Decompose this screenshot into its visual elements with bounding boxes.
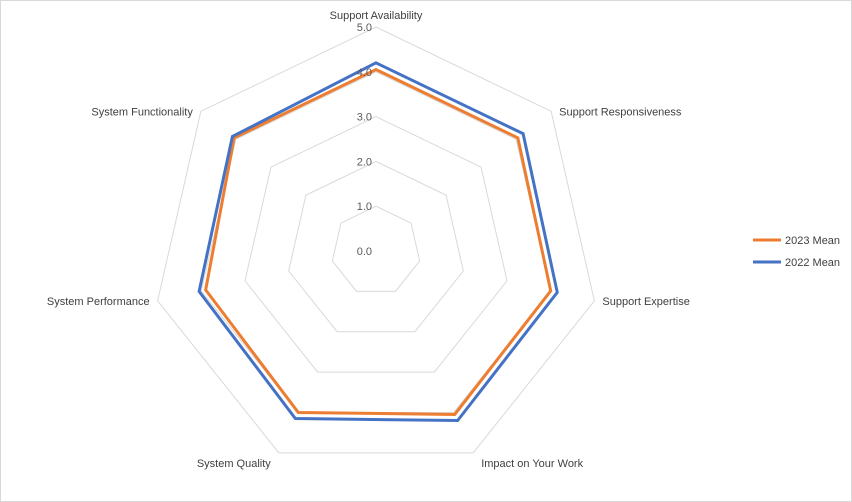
legend: 2023 Mean 2022 Mean [753, 235, 840, 269]
category-label: Support Availability [330, 10, 423, 22]
legend-label: 2022 Mean [785, 257, 840, 269]
tick-label: 4.0 [357, 67, 372, 79]
tick-label: 0.0 [357, 246, 372, 258]
series-1-line [197, 61, 559, 423]
tick-label: 5.0 [357, 22, 372, 34]
radar-grid [157, 26, 595, 454]
grid-ring [331, 205, 421, 292]
grid-ring [157, 26, 595, 454]
category-label: Support Responsiveness [559, 106, 682, 118]
legend-label: 2023 Mean [785, 235, 840, 247]
radar-labels: Support Availability Support Responsivene… [47, 10, 690, 470]
tick-label: 2.0 [357, 156, 372, 168]
category-label: Support Expertise [602, 296, 689, 308]
radar-ticks: 0.0 1.0 2.0 3.0 4.0 5.0 [357, 22, 372, 258]
category-label: Impact on Your Work [481, 458, 583, 470]
category-label: System Performance [47, 296, 150, 308]
tick-label: 3.0 [357, 112, 372, 124]
tick-label: 1.0 [357, 201, 372, 213]
grid-ring [288, 160, 464, 333]
radar-series [197, 61, 559, 423]
category-label: System Functionality [91, 106, 193, 118]
grid-ring [244, 116, 508, 373]
category-label: System Quality [197, 458, 271, 470]
series-0-line [204, 67, 553, 416]
